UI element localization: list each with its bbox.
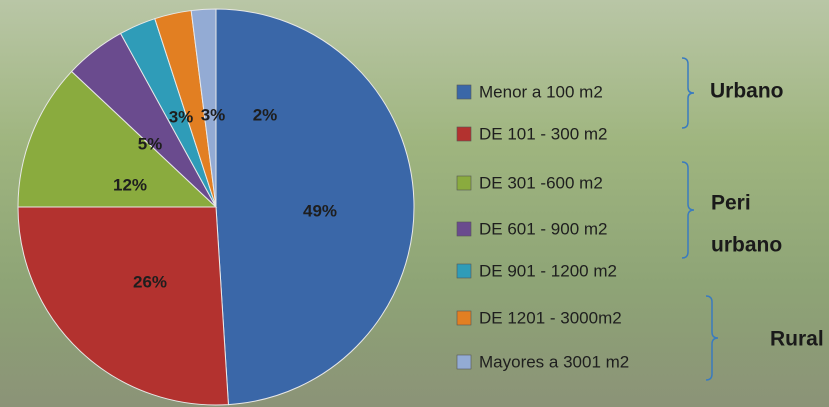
data-label: 5% (138, 134, 163, 153)
legend-label: DE 601 - 900 m2 (479, 219, 608, 238)
legend-swatch (457, 127, 471, 141)
legend-label: DE 101 - 300 m2 (479, 124, 608, 143)
group-label: urbano (711, 234, 782, 257)
chart: 49% 26% 12% 5% 3% 3% 2% Menor a 100 m2 DE 101 - … (0, 0, 829, 407)
legend-label: DE 301 -600 m2 (479, 173, 603, 192)
data-label: 3% (201, 105, 226, 124)
data-label: 3% (169, 107, 194, 126)
legend-swatch (457, 176, 471, 190)
group-label: Urbano (710, 80, 784, 103)
group-label: Peri (711, 192, 751, 215)
legend-swatch (457, 311, 471, 325)
legend-swatch (457, 85, 471, 99)
legend-label: Mayores a 3001 m2 (479, 352, 629, 371)
group-label: Rural (770, 328, 824, 351)
data-label: 49% (303, 201, 337, 220)
legend-swatch (457, 355, 471, 369)
data-label: 12% (113, 175, 147, 194)
legend-label: Menor a 100 m2 (479, 82, 603, 101)
legend-label: DE 901 - 1200 m2 (479, 261, 617, 280)
data-label: 2% (253, 105, 278, 124)
legend-swatch (457, 222, 471, 236)
data-label: 26% (133, 272, 167, 291)
legend-label: DE 1201 - 3000m2 (479, 308, 622, 327)
legend-swatch (457, 264, 471, 278)
